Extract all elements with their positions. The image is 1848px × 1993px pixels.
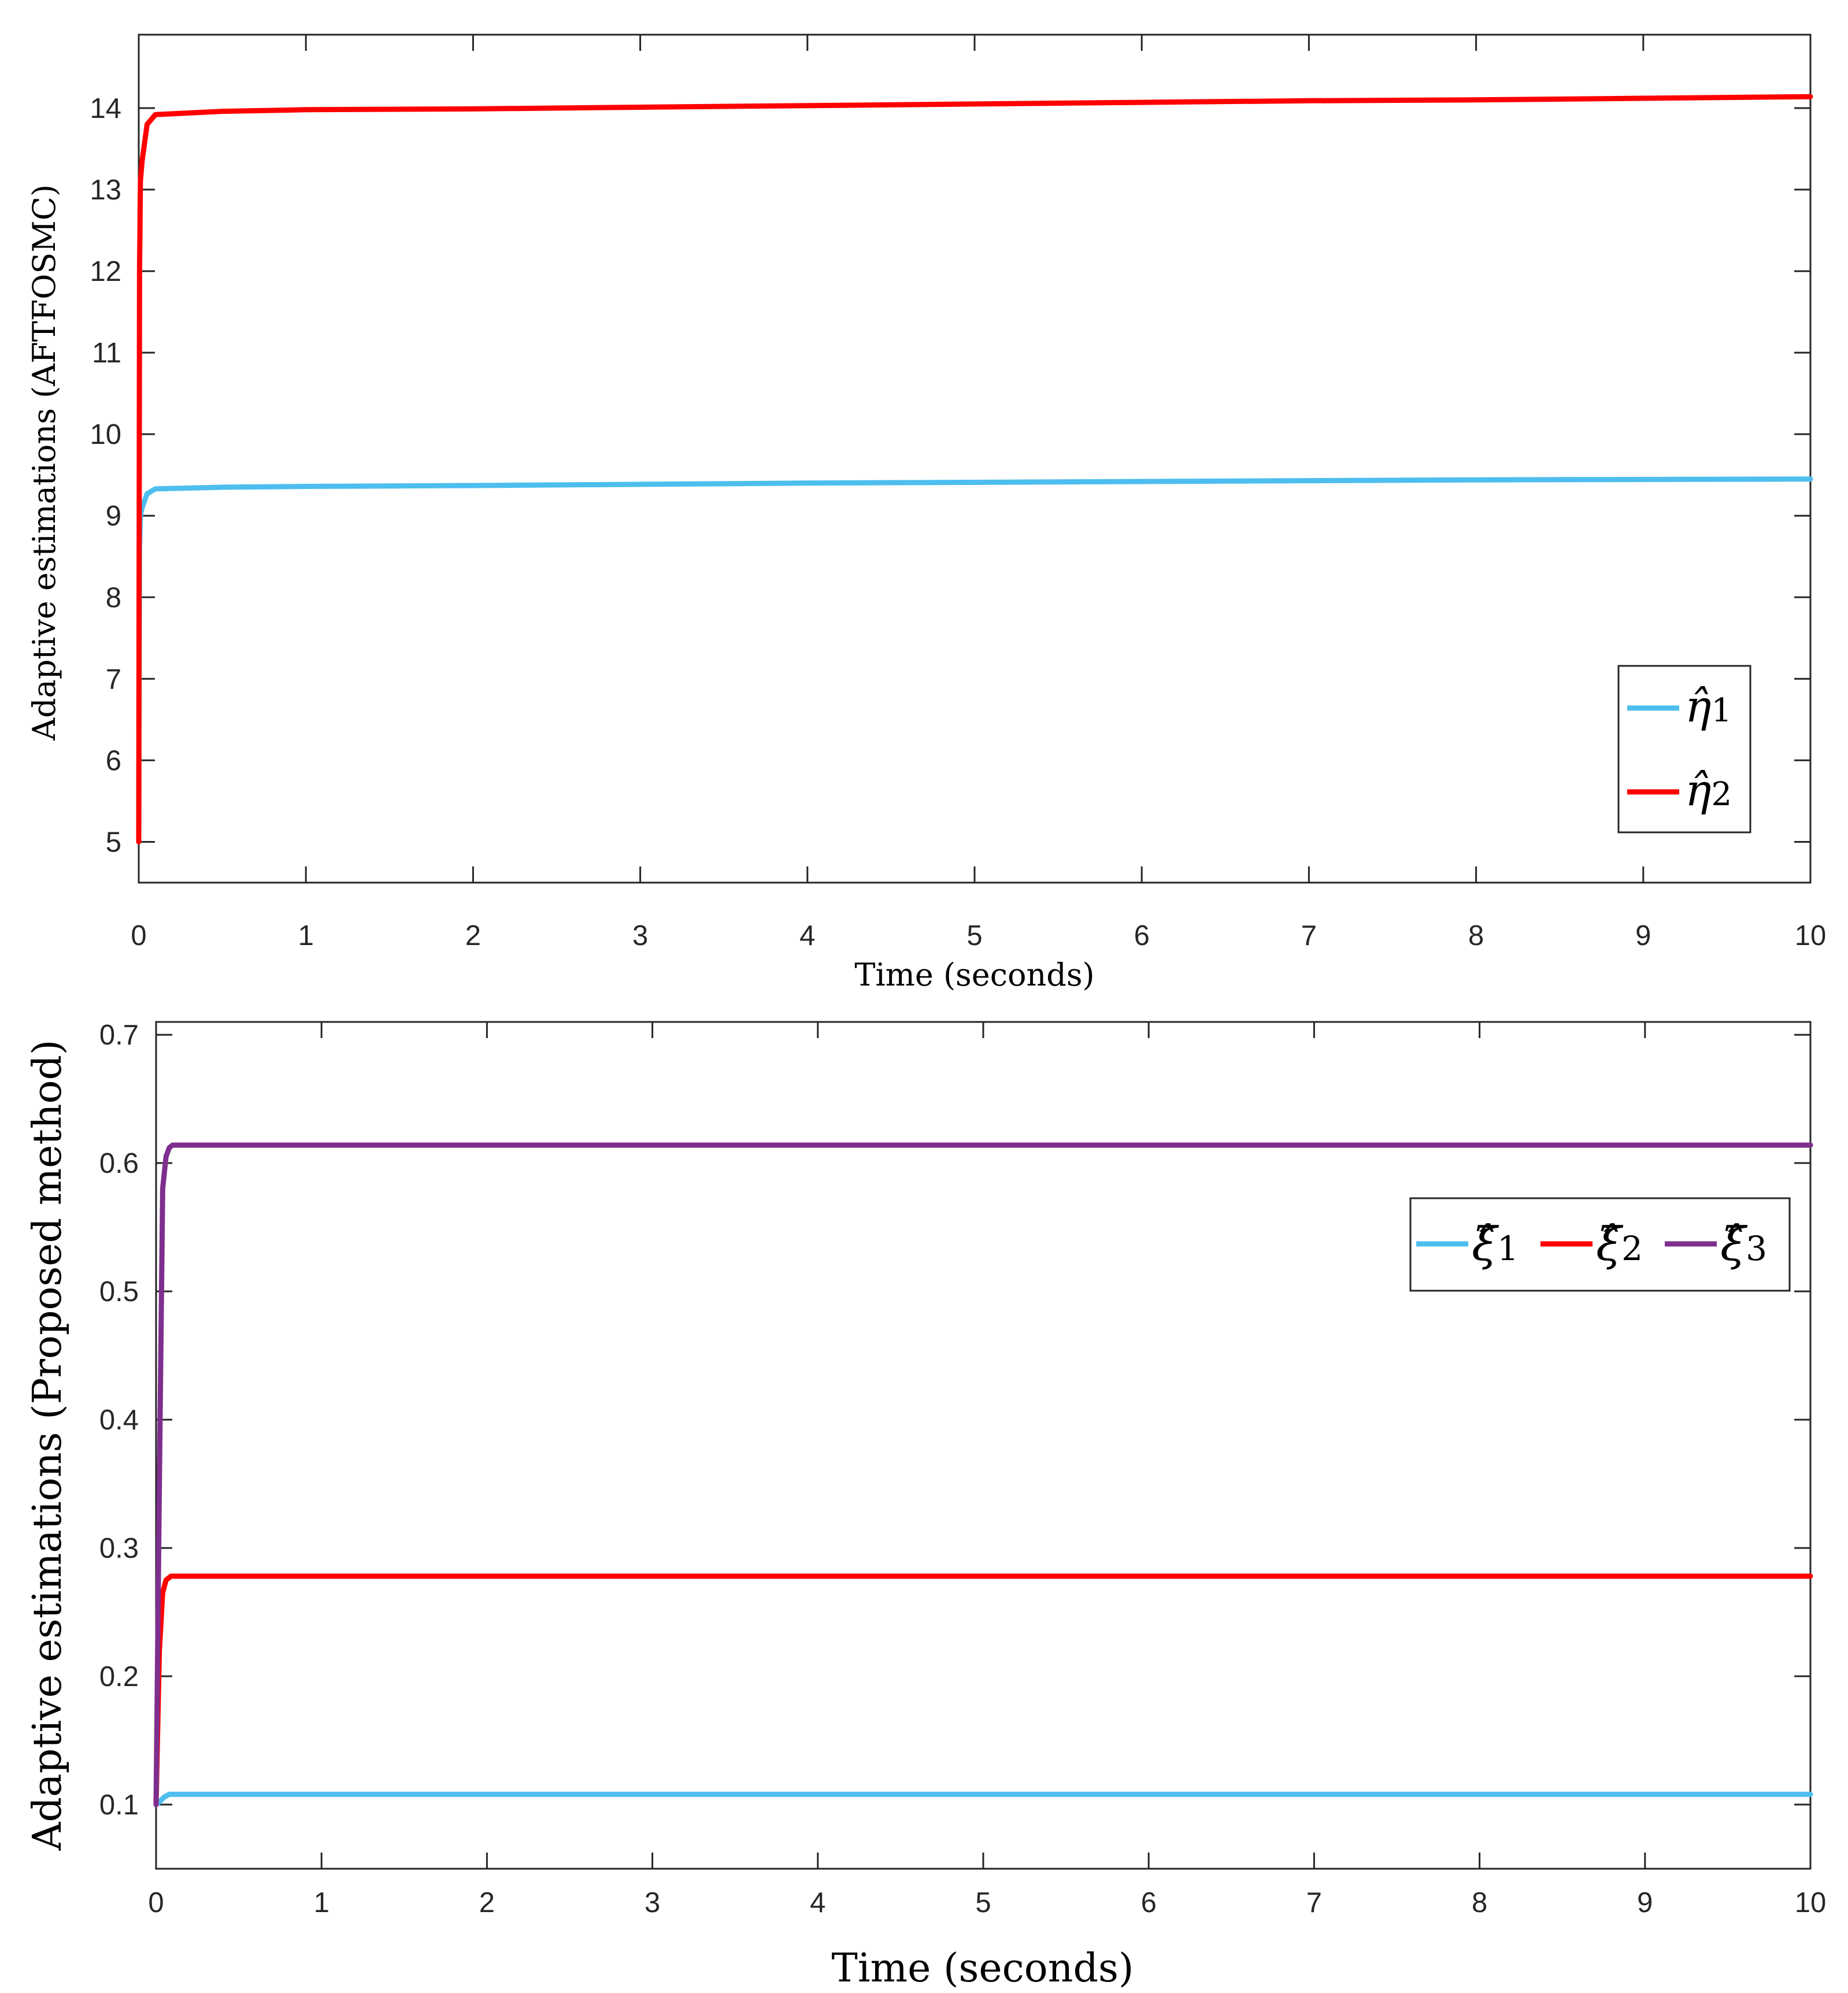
ytick-label: 9 xyxy=(106,501,121,532)
ytick-label: 0.5 xyxy=(99,1276,139,1307)
plot-area-top xyxy=(138,34,1812,884)
series-top xyxy=(136,94,1813,844)
ytick-label: 12 xyxy=(90,256,121,287)
legend-label-eta2: η̂2 xyxy=(1685,764,1732,816)
legend-label-xi1: ξ̂1 xyxy=(1472,1217,1519,1271)
xlabel-top: Time (seconds) xyxy=(854,957,1094,993)
series-line-2 xyxy=(136,94,1813,844)
ytick-label: 0.2 xyxy=(99,1661,139,1692)
xtick-label: 1 xyxy=(314,1887,329,1918)
xtick-label: 6 xyxy=(1134,920,1150,951)
xtick-label: 5 xyxy=(966,920,982,951)
ytick-label: 11 xyxy=(92,338,121,369)
yticks-top: 5 6 7 8 9 10 11 12 13 14 xyxy=(90,93,1810,858)
xtick-label: 2 xyxy=(479,1887,495,1918)
ytick-label: 14 xyxy=(90,93,121,124)
ytick-label: 0.7 xyxy=(99,1020,139,1051)
ytick-label: 7 xyxy=(106,664,121,695)
ytick-label: 0.6 xyxy=(99,1148,139,1179)
xtick-label: 4 xyxy=(810,1887,825,1918)
xticks-bottom: 0 1 2 3 4 5 6 7 8 9 10 xyxy=(148,1022,1826,1918)
xtick-label: 5 xyxy=(975,1887,991,1918)
xtick-label: 2 xyxy=(465,920,481,951)
xtick-label: 6 xyxy=(1141,1887,1157,1918)
ytick-label: 0.1 xyxy=(99,1790,139,1821)
ylabel-bottom: Adaptive estimations (Proposed method) xyxy=(25,1040,71,1851)
ylabel-top: Adaptive estimations (AFTFOSMC) xyxy=(26,184,62,741)
ytick-label: 10 xyxy=(90,419,121,450)
legend-top: η̂1 η̂2 xyxy=(1617,665,1751,833)
xtick-label: 8 xyxy=(1472,1887,1487,1918)
xtick-label: 10 xyxy=(1795,1887,1827,1918)
legend-label-xi3: ξ̂3 xyxy=(1720,1217,1767,1271)
xlabel-bottom: Time (seconds) xyxy=(832,1946,1134,1991)
yticks-bottom: 0.1 0.2 0.3 0.4 0.5 0.6 0.7 xyxy=(99,1020,1810,1821)
legend-label-xi2: ξ̂2 xyxy=(1596,1217,1643,1271)
xtick-label: 4 xyxy=(799,920,815,951)
xtick-label: 7 xyxy=(1301,920,1317,951)
legend-box-top xyxy=(1617,665,1751,833)
xtick-label: 9 xyxy=(1635,920,1651,951)
legend-bottom: ξ̂1 ξ̂2 ξ̂3 xyxy=(1409,1197,1791,1292)
chart-bottom: 0 1 2 3 4 5 6 7 8 9 10 0.1 0.2 0.3 0.4 0.5 0.6 0.7 Time … xyxy=(25,1020,1826,1991)
xtick-label: 3 xyxy=(645,1887,660,1918)
xtick-label: 10 xyxy=(1795,920,1827,951)
series-bottom xyxy=(153,1142,1813,1807)
ytick-label: 0.4 xyxy=(99,1405,139,1436)
plot-area-bottom xyxy=(155,1021,1812,1870)
ytick-label: 6 xyxy=(106,745,121,776)
xtick-label: 9 xyxy=(1637,1887,1653,1918)
ytick-label: 13 xyxy=(90,175,121,206)
xtick-label: 8 xyxy=(1468,920,1484,951)
xtick-label: 0 xyxy=(148,1887,164,1918)
legend-box-bottom xyxy=(1409,1197,1791,1292)
xtick-label: 1 xyxy=(298,920,314,951)
xtick-label: 7 xyxy=(1306,1887,1322,1918)
ytick-label: 8 xyxy=(106,582,121,613)
xticks-top: 0 1 2 3 4 5 6 7 8 9 10 xyxy=(131,35,1826,951)
ytick-label: 5 xyxy=(106,827,121,858)
xtick-label: 3 xyxy=(632,920,648,951)
series-line-3 xyxy=(153,1142,1813,1807)
ytick-label: 0.3 xyxy=(99,1533,139,1564)
legend-label-eta1: η̂1 xyxy=(1685,680,1732,732)
xtick-label: 0 xyxy=(131,920,146,951)
